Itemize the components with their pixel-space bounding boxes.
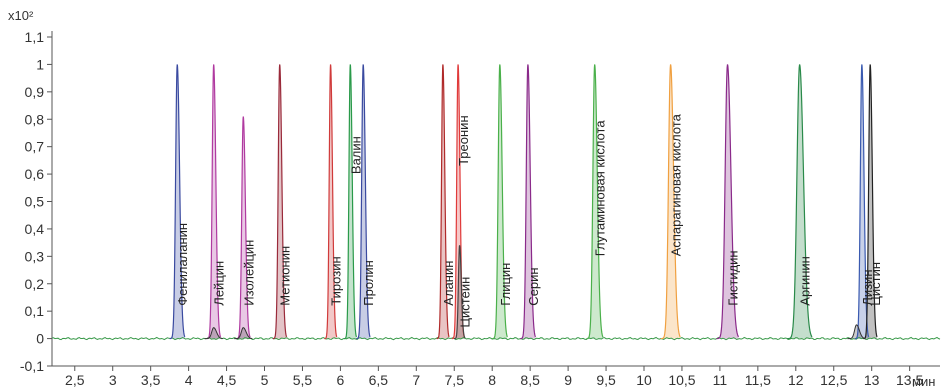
peak-line: [863, 64, 878, 340]
y-tick-label: 0,7: [25, 139, 45, 155]
peak-line: [787, 64, 813, 340]
peak-fills-layer: [169, 64, 878, 339]
peak-labels-layer: Фенилаланин Лейцин Изолейцин Метионин Тирози…: [175, 113, 883, 327]
axes-layer: -0,1 0 0,1 0,2 0,3 0,4 0,5 0,6 0,7 0,8 0,9 1 1,1 2,5 3…: [20, 29, 940, 388]
peak-label: Изолейцин: [241, 240, 256, 306]
peak-line: [492, 64, 508, 340]
peak-label: Аспарагиновая кислота: [669, 113, 684, 256]
peak-line: [854, 64, 870, 340]
minor-peak-line: [204, 327, 223, 340]
peak-label: Лизин: [860, 269, 875, 305]
peak-label: Тирозин: [329, 256, 344, 305]
peak-line: [169, 64, 186, 340]
x-tick-label: 3,5: [141, 372, 161, 388]
peak-label: Валин: [348, 136, 363, 174]
peak-line: [272, 64, 288, 340]
x-tick-label: 9,5: [596, 372, 616, 388]
x-tick-label: 11: [713, 372, 728, 388]
peak-label: Цистеин: [458, 277, 473, 328]
peak-line: [324, 64, 338, 340]
x-tick-label: 6,5: [369, 372, 389, 388]
peak-label: Аланин: [441, 261, 456, 306]
peak-line: [436, 64, 450, 340]
peak-label: Лейцин: [212, 261, 227, 306]
y-tick-label: 0,4: [25, 221, 45, 237]
x-tick-label: 10,5: [668, 372, 695, 388]
peak-line: [454, 245, 466, 340]
y-tick-label: -0,1: [20, 358, 44, 374]
minor-peak-line: [234, 327, 253, 340]
peak-label: Пролин: [361, 260, 376, 306]
x-tick-label: 8,5: [520, 372, 540, 388]
x-tick-label: 6: [337, 372, 345, 388]
x-tick-label: 13: [864, 372, 880, 388]
x-unit-label: мин: [912, 374, 935, 389]
y-tick-label: 1,1: [25, 29, 45, 45]
x-tick-label: 3: [109, 372, 117, 388]
peak-lines-layer: [51, 64, 941, 341]
y-tick-label: 0,8: [25, 111, 45, 127]
peak-label: Метионин: [278, 246, 293, 306]
y-multiplier-label: x10²: [8, 8, 34, 23]
peak-line: [356, 64, 371, 340]
peak-line: [344, 64, 358, 340]
y-tick-label: 0,5: [25, 194, 45, 210]
x-tick-label: 12,5: [820, 372, 847, 388]
x-tick-label: 5: [261, 372, 269, 388]
x-tick-label: 4: [185, 372, 193, 388]
peak-line: [236, 116, 251, 340]
x-tick-label: 10: [636, 372, 652, 388]
x-tick-label: 13,5: [896, 372, 923, 388]
peak-label: Цистин: [868, 262, 883, 306]
y-tick-label: 0: [36, 331, 44, 347]
x-tick-label: 8: [488, 372, 496, 388]
peak-line: [716, 64, 740, 340]
y-tick-label: 0,9: [25, 84, 45, 100]
y-tick-label: 0,1: [25, 303, 45, 319]
x-tick-label: 9: [564, 372, 572, 388]
peak-label: Глутаминовая кислота: [593, 120, 608, 257]
y-tick-label: 0,2: [25, 276, 45, 292]
peak-line: [206, 64, 222, 340]
y-tick-label: 0,6: [25, 166, 45, 182]
peak-label: Гистидин: [726, 250, 741, 305]
peak-label: Серин: [526, 267, 541, 305]
peak-label: Аргинин: [798, 256, 813, 306]
peak-label: Фенилаланин: [175, 223, 190, 306]
peak-line: [520, 64, 537, 340]
baseline-trace: [51, 336, 941, 341]
x-tick-label: 7: [412, 372, 420, 388]
minor-peak-line: [847, 324, 866, 340]
x-tick-label: 2,5: [65, 372, 85, 388]
y-tick-label: 0,3: [25, 248, 45, 264]
peak-label: Треонин: [456, 115, 471, 166]
peak-line: [586, 64, 604, 340]
peak-label: Глицин: [498, 263, 513, 306]
x-tick-label: 11,5: [745, 372, 771, 388]
x-tick-label: 5,5: [293, 372, 313, 388]
y-tick-label: 1: [36, 56, 44, 72]
x-tick-label: 4,5: [217, 372, 237, 388]
peak-line: [660, 64, 681, 340]
x-tick-label: 12: [788, 372, 804, 388]
x-tick-label: 7,5: [445, 372, 465, 388]
